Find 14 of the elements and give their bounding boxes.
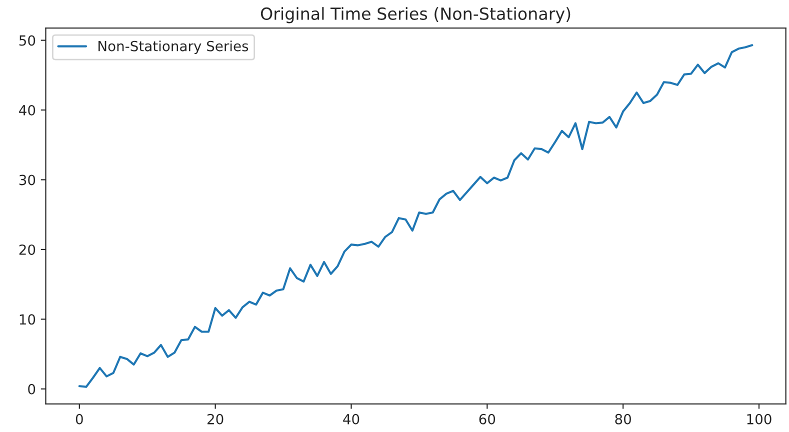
legend-label: Non-Stationary Series (98, 40, 248, 54)
y-tick-label: 50 (19, 35, 36, 46)
x-tick-label: 20 (208, 414, 224, 424)
x-tick-label: 40 (343, 414, 360, 424)
y-tick-label: 10 (20, 314, 36, 325)
y-tick-label: 30 (19, 174, 36, 186)
x-tick-label: 60 (479, 414, 496, 424)
y-tick-label: 0 (28, 384, 36, 394)
x-tick-label: 100 (747, 414, 772, 424)
y-tick-label: 20 (19, 244, 36, 255)
x-tick-label: 0 (76, 414, 83, 424)
x-tick-label: 80 (615, 414, 631, 424)
y-tick-label: 40 (19, 104, 36, 116)
chart-title: Original Time Series (Non-Stationary) (260, 7, 570, 24)
